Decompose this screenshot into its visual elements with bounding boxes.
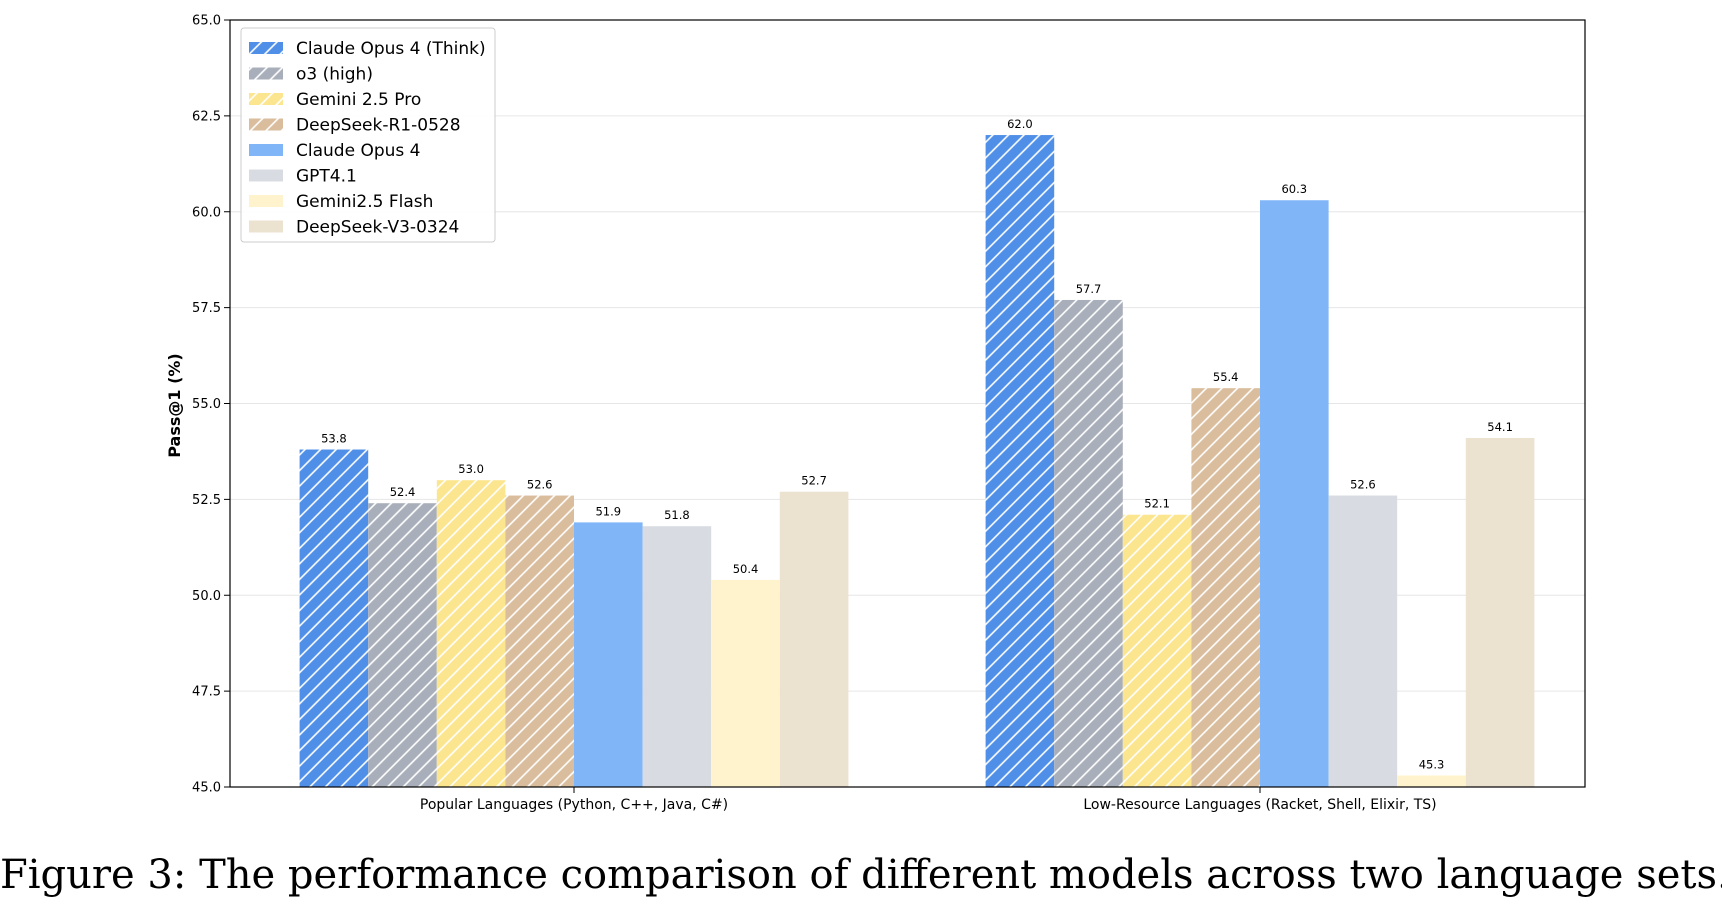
legend-label-deepseek-v3-0324: DeepSeek-V3-0324 [296,218,459,238]
x-tick-label: Low-Resource Languages (Racket, Shell, E… [1083,797,1436,813]
legend-swatch-claude-opus-4 [249,144,283,156]
bar-gemini-2-5-pro-1 [1122,514,1192,787]
bar-gemini-2-5-pro-0 [436,480,506,787]
legend: Claude Opus 4 (Think) o3 (high) Gemini 2.5… [240,27,496,243]
bar-deepseek-v3-0324-1 [1465,438,1535,787]
data-label-claude-opus-4-think-1: 62.0 [1007,117,1033,131]
bar-gemini2-5-flash-0 [711,579,780,787]
y-tick-label: 45.0 [192,781,221,796]
legend-label-deepseek-r1-0528: DeepSeek-R1-0528 [296,116,461,136]
bar-o3-high-1 [1054,299,1123,787]
y-tick-label: 47.5 [192,685,221,700]
legend-swatch-gemini-2-5-pro [249,93,283,105]
bar-claude-opus-4-0 [574,522,643,787]
data-label-gemini2-5-flash-1: 45.3 [1419,757,1445,771]
bar-deepseek-v3-0324-0 [779,491,849,787]
bar-deepseek-r1-0528-1 [1191,388,1260,787]
legend-swatch-o3-high [249,67,283,80]
legend-label-o3-high: o3 (high) [296,65,373,85]
data-label-deepseek-v3-0324-0: 52.7 [801,474,827,488]
bar-o3-high-0 [368,503,437,787]
bars [299,135,1535,788]
bar-chart: 53.8 52.4 53.0 52.6 51.9 51.8 50.4 52.7 62.0 57.7… [165,14,1586,813]
data-labels: 53.8 52.4 53.0 52.6 51.9 51.8 50.4 52.7 62.0 57.7… [321,117,1513,771]
y-axis-label: Pass@1 (%) [165,353,184,458]
y-tick-label: 62.5 [192,109,221,124]
bar-gpt4-1-1 [1328,495,1398,787]
data-label-deepseek-r1-0528-0: 52.6 [527,478,553,492]
data-label-claude-opus-4-0: 51.9 [595,504,621,518]
y-tick-label: 50.0 [192,589,221,604]
figure-caption: Figure 3: The performance comparison of … [0,852,1722,898]
bar-deepseek-r1-0528-0 [505,495,574,787]
data-label-gpt4-1-1: 52.6 [1350,478,1376,492]
legend-label-claude-opus-4-think: Claude Opus 4 (Think) [296,39,486,59]
legend-label-gemini-2-5-pro: Gemini 2.5 Pro [296,90,421,110]
legend-label-gpt4-1: GPT4.1 [296,167,357,187]
legend-swatch-gemini2-5-flash [249,195,283,207]
data-label-claude-opus-4-think-0: 53.8 [321,432,347,446]
axes: 45.0 47.5 50.0 52.5 55.0 57.5 60.0 62.5 65.0 Popu… [165,14,1586,813]
legend-label-claude-opus-4: Claude Opus 4 [296,141,420,161]
data-label-deepseek-v3-0324-1: 54.1 [1487,420,1513,434]
y-tick-label: 55.0 [192,397,221,412]
legend-swatch-claude-opus-4-think [249,42,283,54]
y-tick-label: 60.0 [192,205,221,220]
bar-gpt4-1-0 [642,526,712,787]
data-label-o3-high-1: 57.7 [1076,282,1102,296]
y-tick-label: 52.5 [192,493,221,508]
legend-swatch-gpt4-1 [249,169,283,182]
bar-claude-opus-4-1 [1260,200,1329,787]
data-label-gemini-2-5-pro-1: 52.1 [1144,497,1170,511]
bar-claude-opus-4-think-1 [985,135,1055,788]
data-label-o3-high-0: 52.4 [390,485,416,499]
legend-box [240,27,496,243]
bar-claude-opus-4-think-0 [299,449,369,787]
data-label-gemini-2-5-pro-0: 53.0 [458,462,484,476]
data-label-gemini2-5-flash-0: 50.4 [733,562,759,576]
legend-label-gemini2-5-flash: Gemini2.5 Flash [296,192,433,212]
data-label-deepseek-r1-0528-1: 55.4 [1213,370,1239,384]
y-tick-label: 57.5 [192,301,221,316]
legend-swatch-deepseek-r1-0528 [249,118,283,131]
y-tick-label: 65.0 [192,14,221,29]
plot-frame [229,19,1586,788]
data-label-claude-opus-4-1: 60.3 [1281,182,1307,196]
bar-gemini2-5-flash-1 [1397,775,1466,787]
legend-swatch-deepseek-v3-0324 [249,220,283,233]
data-label-gpt4-1-0: 51.8 [664,508,690,522]
x-tick-label: Popular Languages (Python, C++, Java, C#… [420,797,728,813]
